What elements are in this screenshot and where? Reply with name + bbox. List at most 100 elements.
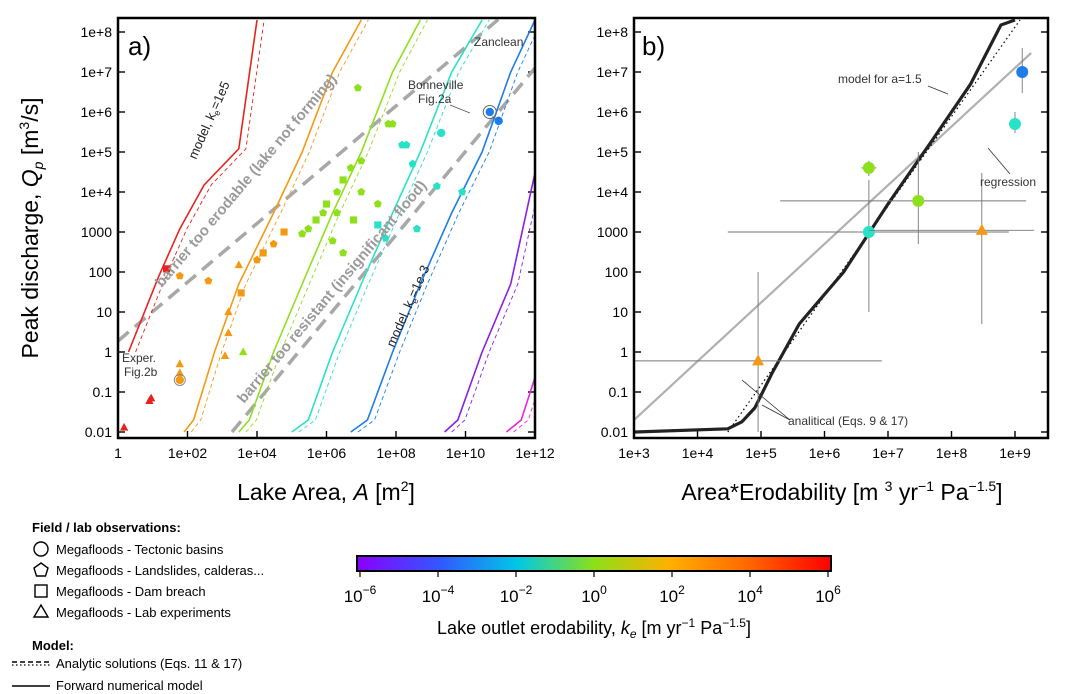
panel-a-ytick-label: 1e+8	[80, 24, 112, 40]
panel-b-ytick-label: 1e+5	[596, 144, 628, 160]
panel-a-point-triangle	[234, 260, 244, 269]
panel-a-ytick-label: 1000	[81, 224, 112, 240]
zanclean-label: Zanclean	[474, 35, 523, 49]
model-line-1	[183, 19, 363, 433]
panel-b-xtick-label: 1e+9	[999, 445, 1031, 461]
bonneville-pointer	[449, 104, 471, 114]
model-line-0	[127, 19, 258, 353]
panel-a-point-pentagon	[432, 182, 441, 190]
panel-a-point-pentagon	[408, 159, 417, 168]
panel-a-point-pentagon	[402, 140, 411, 149]
legend-obs-title: Field / lab observations:	[32, 520, 181, 535]
colorbar-tick-label: 100	[581, 583, 607, 606]
panel-a-point-square	[312, 216, 320, 224]
panel-b-ytick-label: 1e+4	[596, 184, 628, 200]
panel-b-ytick-label: 10	[612, 304, 628, 320]
panel-a-point-square	[322, 200, 331, 208]
panel-a-ylabel: Peak discharge, Qp [m3/s]	[16, 97, 46, 358]
regression-line	[634, 52, 1032, 421]
panel-a-xtick-label: 1e+02	[168, 445, 208, 461]
panel-a-ticks: 1 1e+02 1e+04 1e+06 1e+08 1e+10 1e+12 0.01 0.1 1 1…	[80, 24, 554, 461]
panel-a-point-square	[280, 228, 288, 236]
analitical-pointer-2	[741, 379, 791, 421]
panel-a-xtick-label: 1e+06	[307, 445, 347, 461]
panel-a-xtick-label: 1e+08	[376, 445, 416, 461]
panel-a-point-pentagon	[304, 224, 313, 233]
panel-a-xtick-label: 1	[114, 445, 122, 461]
legend-pentagon-icon	[33, 562, 49, 577]
panel-b-ytick-label: 1000	[597, 224, 628, 240]
panel-a-ytick-label: 1e+7	[80, 64, 112, 80]
panel-b-ytick-label: 1e+6	[596, 104, 628, 120]
panel-b-frame	[632, 16, 1050, 440]
panel-a-point-pentagon	[381, 234, 390, 242]
model-line-6	[505, 374, 535, 433]
regression-pointer	[987, 147, 1011, 175]
panel-b: 1e+3 1e+4 1e+5 1e+6 1e+7 1e+8 1e+9 0.01 0.1 1 10 10…	[596, 16, 1050, 505]
barrier-erodable-label: barrier too erodable (lake not forming)	[152, 71, 340, 291]
legend-model-item-2: Forward numerical model	[56, 678, 203, 693]
panel-a-point-pentagon	[388, 119, 397, 128]
panel-a-point-pentagon	[412, 224, 421, 233]
panel-b-lines	[634, 18, 1032, 434]
colorbar-gradient	[356, 555, 832, 572]
legend-obs-item-4: Megafloods - Lab experiments	[56, 605, 231, 620]
legend-model-item-1: Analytic solutions (Eqs. 11 & 17)	[56, 656, 242, 671]
bonneville-label: Bonneville	[408, 78, 464, 92]
panel-a-point-circle	[485, 107, 494, 117]
analytic-line-2	[245, 19, 428, 433]
panel-a-point-pentagon	[333, 187, 341, 196]
model-low-label: model, ke=1e-3	[383, 263, 434, 350]
panel-b-point-circle	[1016, 66, 1029, 78]
analytic-line-5	[451, 203, 535, 433]
panel-a-ytick-label: 10	[96, 304, 112, 320]
panel-a-point-pentagon	[353, 83, 362, 92]
panel-a-ytick-label: 0.01	[85, 424, 112, 440]
panel-a-point-pentagon	[458, 187, 467, 196]
panel-b-ytick-label: 1	[620, 344, 628, 360]
panel-a-point-pentagon	[253, 255, 261, 264]
panel-a-point-triangle	[224, 307, 233, 316]
barrier-erodable-boundary	[116, 16, 502, 343]
analitical-pointer-1	[761, 404, 791, 421]
legend-circle-icon	[33, 541, 49, 557]
model-a-pointer	[927, 85, 949, 95]
legend-obs-item-3: Megafloods - Dam breach	[56, 584, 206, 599]
panel-a-point-pentagon	[298, 229, 307, 238]
panel-b-xtick-label: 1e+5	[745, 445, 777, 461]
panel-b-ytick-label: 1e+7	[596, 64, 628, 80]
colorbar-tick-label: 10−6	[344, 583, 377, 606]
bonneville-highlight-ring	[482, 105, 497, 119]
colorbar-tick-label: 104	[737, 583, 763, 606]
model-line-4	[350, 19, 535, 433]
regression-label: regression	[980, 175, 1036, 189]
panel-b-point-circle	[1009, 118, 1021, 131]
legend: Field / lab observations: Megafloods - T…	[12, 520, 264, 693]
model-a-label: model for a=1.5	[838, 72, 922, 86]
panel-a-ytick-label: 1e+4	[80, 184, 112, 200]
panel-a-label: a)	[128, 31, 151, 61]
colorbar-tick-label: 106	[815, 583, 841, 606]
panel-a-point-triangle	[175, 368, 184, 377]
panel-a-point-square	[374, 221, 382, 229]
panel-a-point-pentagon	[328, 236, 337, 245]
legend-square-icon	[34, 584, 48, 598]
panel-a-point-triangle	[220, 351, 230, 360]
analytic-line-6	[513, 397, 535, 433]
panel-a-point-pentagon	[333, 208, 341, 217]
panel-b-point-circle	[912, 194, 925, 207]
panel-a-points	[119, 30, 535, 431]
panel-a-point-pentagon	[339, 248, 348, 257]
analytic-line-0	[135, 19, 265, 353]
model-line-3	[291, 19, 483, 433]
panel-b-point-circle	[862, 226, 875, 238]
model-curve	[634, 18, 1016, 434]
analytic-line-3	[298, 19, 490, 433]
panel-a-point-pentagon	[319, 208, 328, 217]
panel-a-point-circle	[437, 128, 446, 138]
panel-b-xtick-label: 1e+7	[872, 445, 904, 461]
legend-model-title: Model:	[32, 638, 74, 653]
legend-obs-item-1: Megafloods - Tectonic basins	[56, 542, 224, 557]
legend-obs-item-2: Megafloods - Landslides, calderas...	[56, 563, 264, 578]
